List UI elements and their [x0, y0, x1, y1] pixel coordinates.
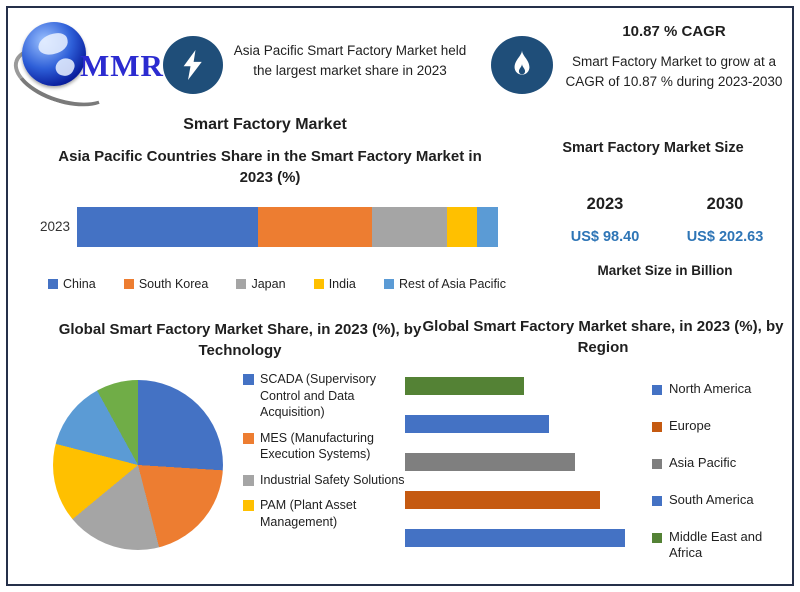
- legend-item-mes-manufacturing-execution-systems: MES (Manufacturing Execution Systems): [243, 430, 409, 463]
- legend-item-scada-supervisory-control-and-data-acquisition: SCADA (Supervisory Control and Data Acqu…: [243, 371, 409, 421]
- bar-row-south-america: [405, 415, 637, 433]
- bar-north-america: [405, 529, 626, 547]
- bar-row-north-america: [405, 529, 637, 547]
- bar-segment-india: [447, 207, 477, 247]
- bar-segment-rest-of-asia-pacific: [476, 207, 498, 247]
- legend-swatch: [313, 279, 324, 289]
- legend-label: Industrial Safety Solutions: [260, 472, 405, 487]
- year-2023-label: 2023: [586, 195, 624, 213]
- legend-label: SCADA (Supervisory Control and Data Acqu…: [260, 372, 377, 419]
- legend-swatch: [243, 500, 254, 511]
- market-size-values: US$ 98.40 US$ 202.63: [545, 229, 785, 245]
- legend-label: China: [63, 277, 96, 291]
- technology-chart-title: Global Smart Factory Market Share, in 20…: [58, 321, 422, 359]
- legend-item-india: India: [313, 277, 356, 291]
- market-size-title: Smart Factory Market Size: [562, 140, 744, 156]
- region-chart-title: Global Smart Factory Market share, in 20…: [422, 318, 784, 356]
- bar-segment-japan: [371, 207, 448, 247]
- legend-swatch: [243, 432, 254, 444]
- mmr-logo: MMR: [6, 16, 176, 118]
- legend-item-asia-pacific: Asia Pacific: [652, 455, 794, 472]
- legend-item-rest-of-asia-pacific: Rest of Asia Pacific: [383, 277, 506, 291]
- bar-row-asia-pacific: [405, 453, 637, 471]
- highlight-callout-text: Asia Pacific Smart Factory Market held t…: [233, 43, 467, 79]
- region-bar-chart: [405, 377, 637, 567]
- legend-label: North America: [669, 381, 752, 396]
- cagr-title: 10.87 % CAGR: [622, 23, 726, 40]
- technology-legend: SCADA (Supervisory Control and Data Acqu…: [243, 371, 409, 539]
- region-legend: North America Europe Asia Pacific South Ame…: [652, 381, 794, 582]
- bar-row-middle-east-and-africa: [405, 377, 637, 395]
- bar-segment-china: [77, 207, 259, 247]
- legend-item-china: China: [48, 277, 96, 291]
- market-size-note: Market Size in Billion: [597, 263, 733, 278]
- legend-swatch: [123, 279, 134, 289]
- value-2030: US$ 202.63: [686, 229, 764, 245]
- logo-brand-text: MMR: [80, 48, 164, 83]
- lightning-icon: [163, 36, 223, 94]
- legend-swatch: [652, 458, 662, 469]
- year-2030-label: 2030: [706, 195, 744, 213]
- legend-swatch: [48, 279, 58, 289]
- legend-label: PAM (Plant Asset Management): [260, 498, 357, 529]
- country-chart-title: Asia Pacific Countries Share in the Smar…: [58, 148, 482, 186]
- country-stacked-bar: [77, 207, 498, 247]
- flame-icon: [491, 36, 553, 94]
- legend-item-japan: Japan: [236, 277, 286, 291]
- bar-row-europe: [405, 491, 637, 509]
- bar-south-america: [405, 415, 550, 433]
- legend-swatch: [243, 474, 254, 486]
- cagr-text: Smart Factory Market to grow at a CAGR o…: [565, 54, 783, 90]
- globe-icon: [22, 22, 86, 86]
- legend-item-middle-east-and-africa: Middle East and Africa: [652, 529, 794, 563]
- technology-pie: [53, 380, 223, 550]
- legend-label: Rest of Asia Pacific: [398, 277, 506, 291]
- legend-swatch: [243, 374, 254, 385]
- legend-item-europe: Europe: [652, 418, 794, 435]
- market-size-years: 2023 2030: [545, 195, 785, 214]
- value-2023: US$ 98.40: [570, 229, 640, 245]
- legend-item-south-korea: South Korea: [123, 277, 209, 291]
- legend-label: MES (Manufacturing Execution Systems): [260, 430, 374, 462]
- legend-item-pam-plant-asset-management: PAM (Plant Asset Management): [243, 497, 409, 530]
- legend-item-north-america: North America: [652, 381, 794, 398]
- legend-swatch: [652, 421, 662, 432]
- country-legend: China South Korea Japan India Rest of Asia P…: [48, 277, 506, 291]
- bar-asia-pacific: [405, 453, 575, 471]
- legend-label: Europe: [669, 417, 711, 433]
- bar-europe: [405, 491, 600, 509]
- legend-label: Middle East and Africa: [669, 528, 763, 561]
- legend-swatch: [652, 532, 662, 543]
- legend-swatch: [236, 279, 247, 289]
- legend-item-south-america: South America: [652, 492, 794, 509]
- bar-middle-east-and-africa: [405, 377, 524, 395]
- legend-label: South America: [669, 491, 754, 507]
- legend-swatch: [652, 495, 662, 506]
- legend-item-industrial-safety-solutions: Industrial Safety Solutions: [243, 472, 409, 489]
- legend-label: Asia Pacific: [669, 454, 737, 470]
- bar-segment-south-korea: [258, 207, 372, 247]
- legend-label: India: [328, 277, 356, 291]
- country-bar-category-label: 2023: [39, 219, 70, 234]
- legend-label: Japan: [251, 277, 286, 291]
- legend-swatch: [652, 385, 662, 395]
- legend-label: South Korea: [138, 277, 209, 291]
- legend-swatch: [383, 279, 394, 289]
- section-title: Smart Factory Market: [183, 116, 347, 133]
